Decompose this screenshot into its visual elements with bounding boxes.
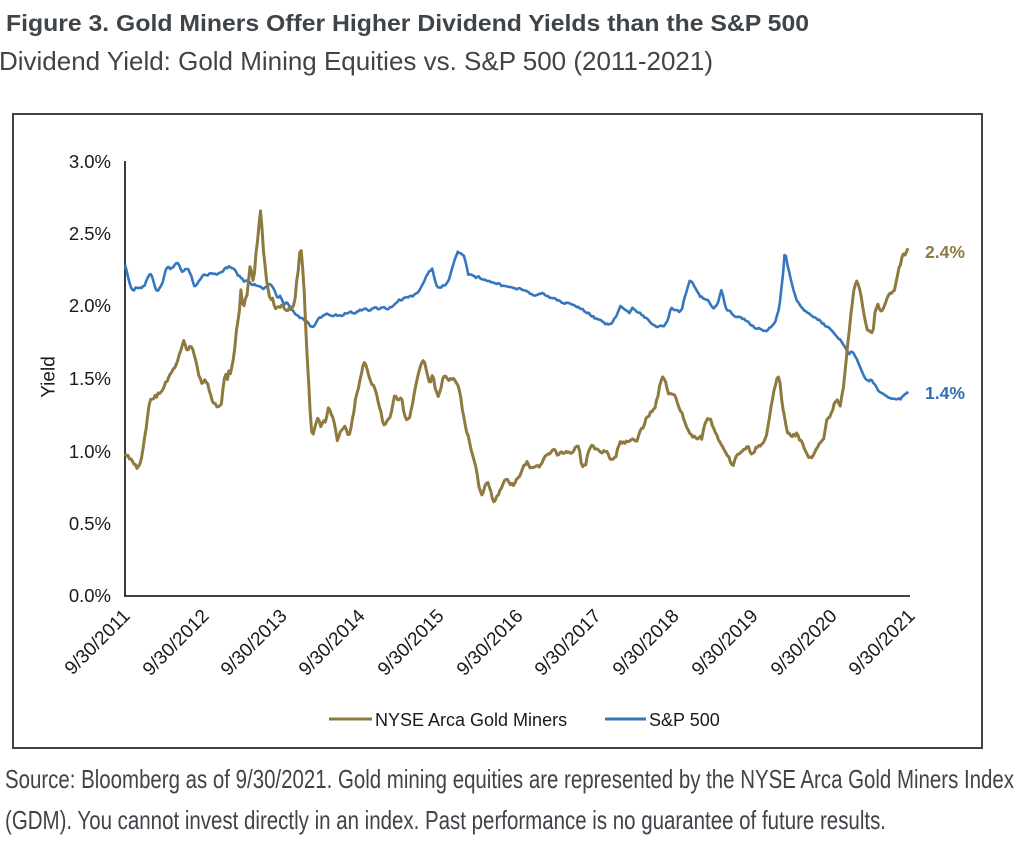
svg-text:NYSE Arca Gold Miners: NYSE Arca Gold Miners	[375, 710, 567, 730]
svg-text:Source: Bloomberg as of 9/30/2: Source: Bloomberg as of 9/30/2021. Gold …	[5, 764, 1014, 794]
svg-text:1.5%: 1.5%	[69, 368, 111, 389]
svg-text:(GDM). You cannot invest direc: (GDM). You cannot invest directly in an …	[5, 805, 886, 835]
svg-text:0.5%: 0.5%	[69, 513, 111, 534]
svg-text:S&P 500: S&P 500	[649, 710, 720, 730]
svg-text:3.0%: 3.0%	[69, 151, 111, 172]
svg-text:Figure 3. Gold Miners Offer Hi: Figure 3. Gold Miners Offer Higher Divid…	[6, 10, 809, 36]
svg-text:Yield: Yield	[39, 356, 60, 398]
svg-text:2.0%: 2.0%	[69, 295, 111, 316]
svg-text:1.4%: 1.4%	[925, 383, 965, 403]
svg-text:0.0%: 0.0%	[69, 585, 111, 606]
svg-text:Dividend Yield: Gold Mining Eq: Dividend Yield: Gold Mining Equities vs.…	[0, 46, 713, 76]
svg-text:2.5%: 2.5%	[69, 223, 111, 244]
svg-text:1.0%: 1.0%	[69, 441, 111, 462]
svg-text:2.4%: 2.4%	[925, 242, 965, 262]
